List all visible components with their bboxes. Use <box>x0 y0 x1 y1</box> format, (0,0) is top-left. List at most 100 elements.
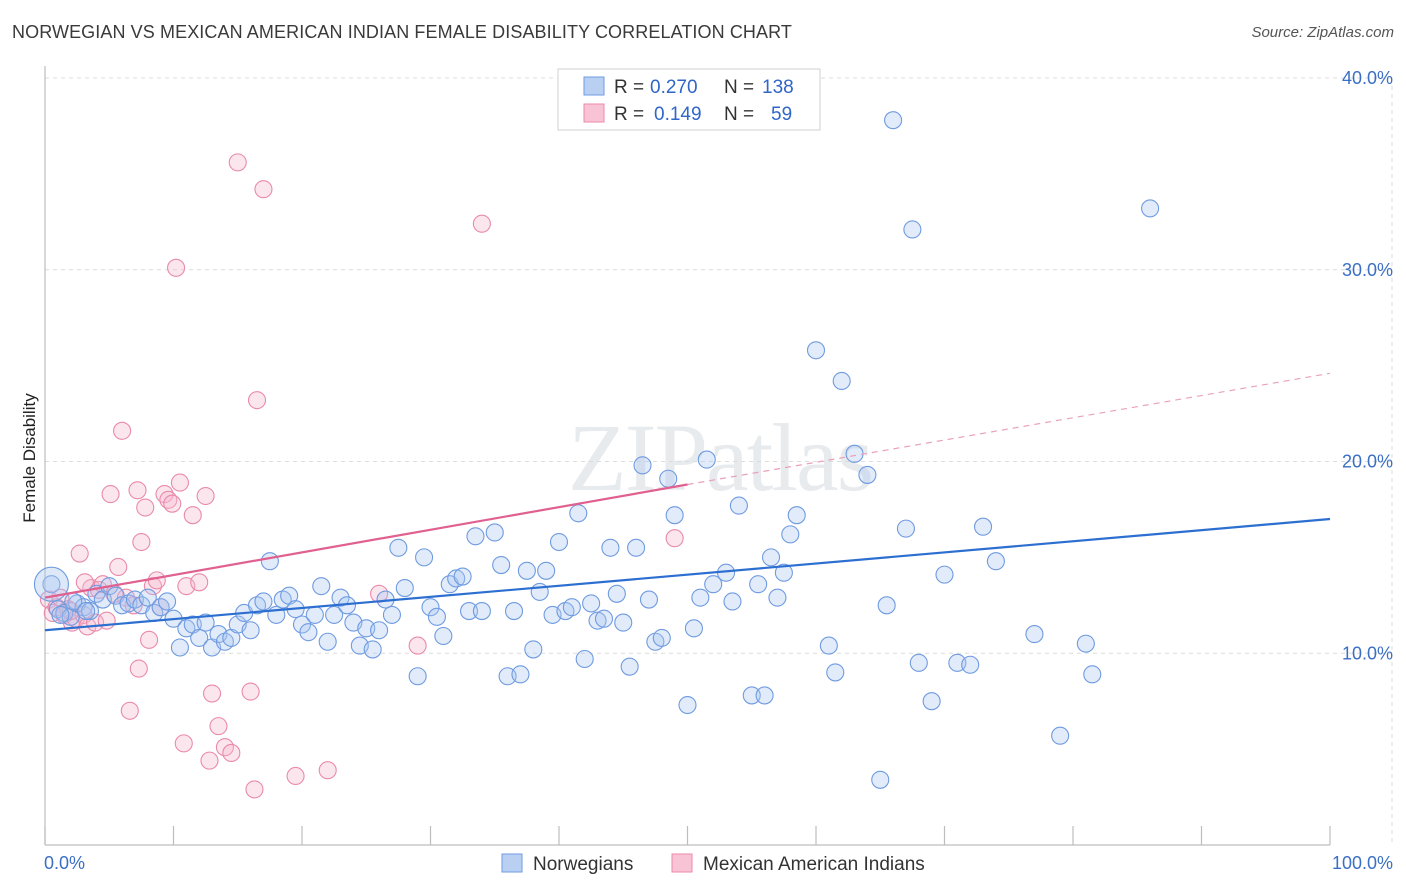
data-point-mexican-american-indians <box>247 391 267 410</box>
data-point-mexican-american-indians <box>209 717 228 736</box>
data-point-mexican-american-indians <box>129 659 148 678</box>
bottom-legend-label-mexican-american-indians: Mexican American Indians <box>703 854 925 875</box>
data-point-norwegians <box>575 649 594 669</box>
data-point-norwegians <box>305 605 324 624</box>
axes <box>44 66 1331 846</box>
data-point-mexican-american-indians <box>286 766 305 786</box>
data-point-norwegians <box>485 523 504 542</box>
data-point-mexican-american-indians <box>132 532 151 552</box>
data-point-mexican-american-indians <box>113 421 132 440</box>
trendline-mexican-american-indians <box>44 483 688 599</box>
data-point-mexican-american-indians <box>147 571 166 590</box>
data-point-norwegians <box>1083 665 1102 684</box>
data-point-norwegians <box>684 619 703 638</box>
data-point-norwegians <box>299 623 318 642</box>
data-point-norwegians <box>158 592 177 611</box>
data-point-norwegians <box>312 577 331 596</box>
data-point-mexican-american-indians <box>222 743 241 763</box>
data-point-norwegians <box>652 628 671 647</box>
data-point-norwegians <box>459 602 479 621</box>
data-point-norwegians <box>421 598 440 617</box>
data-point-norwegians <box>588 611 607 630</box>
data-point-norwegians <box>774 563 793 582</box>
data-point-norwegians <box>909 653 928 672</box>
data-point-mexican-american-indians <box>70 544 89 563</box>
data-point-norwegians <box>190 628 209 647</box>
data-point-norwegians <box>562 598 581 617</box>
data-point-norwegians <box>569 504 588 523</box>
data-point-norwegians <box>845 444 864 463</box>
data-point-norwegians <box>1025 625 1044 644</box>
data-point-norwegians <box>1051 726 1070 745</box>
data-point-norwegians <box>903 220 922 239</box>
data-point-norwegians <box>639 590 659 609</box>
data-point-norwegians <box>42 575 61 594</box>
data-point-norwegians <box>582 594 601 613</box>
data-point-norwegians <box>196 613 215 632</box>
data-point-norwegians <box>819 636 838 655</box>
data-point-norwegians <box>922 692 941 711</box>
legend-swatch-norwegians <box>583 76 605 96</box>
data-point-norwegians <box>1076 634 1095 653</box>
data-point-mexican-american-indians <box>190 573 209 592</box>
data-point-norwegians <box>434 626 453 646</box>
data-point-norwegians <box>524 640 543 659</box>
y-tick-label: 20.0% <box>1342 452 1393 472</box>
data-point-mexican-american-indians <box>109 557 128 577</box>
data-point-norwegians <box>601 538 620 557</box>
data-point-norwegians <box>504 602 524 621</box>
legend-r-label: R = <box>614 77 644 98</box>
data-point-norwegians <box>896 519 916 538</box>
data-point-norwegians <box>781 525 800 544</box>
data-point-norwegians <box>884 111 903 130</box>
data-point-mexican-american-indians <box>101 485 120 504</box>
data-point-norwegians <box>363 640 382 659</box>
data-point-norwegians <box>614 613 633 632</box>
legend-n-value: 138 <box>762 77 794 98</box>
data-point-norwegians <box>80 602 100 621</box>
data-point-mexican-american-indians <box>196 486 215 506</box>
data-point-norwegians <box>492 555 511 575</box>
data-point-norwegians <box>517 561 536 580</box>
data-point-norwegians <box>170 638 189 657</box>
data-point-norwegians <box>260 552 279 571</box>
legend-r-label: R = <box>614 104 644 125</box>
chart-title: NORWEGIAN VS MEXICAN AMERICAN INDIAN FEM… <box>12 22 793 42</box>
data-point-norwegians <box>620 657 639 676</box>
data-point-norwegians-cluster <box>33 566 69 602</box>
data-point-norwegians <box>594 609 614 628</box>
data-point-norwegians <box>318 632 337 651</box>
data-point-norwegians <box>665 506 684 525</box>
data-point-norwegians <box>961 655 980 674</box>
data-point-norwegians <box>704 575 723 594</box>
y-tick-label: 40.0% <box>1342 68 1393 88</box>
x-tick-label: 100.0% <box>1332 853 1393 873</box>
data-point-norwegians <box>395 579 414 598</box>
data-point-norwegians <box>742 686 761 705</box>
data-point-norwegians <box>787 506 806 525</box>
source-credit: Source: ZipAtlas.com <box>1251 24 1394 41</box>
data-point-norwegians <box>389 538 408 557</box>
data-point-norwegians <box>691 588 710 607</box>
data-point-norwegians <box>755 686 774 705</box>
data-point-norwegians <box>427 607 446 626</box>
data-point-norwegians <box>1141 199 1160 218</box>
legend-r-value: 0.270 <box>650 77 698 98</box>
data-point-norwegians <box>935 565 954 584</box>
data-point-norwegians <box>549 532 569 552</box>
data-point-mexican-american-indians <box>170 473 189 492</box>
data-point-norwegians <box>466 527 485 546</box>
data-point-mexican-american-indians <box>318 761 337 780</box>
data-point-mexican-american-indians <box>97 611 116 630</box>
data-point-norwegians <box>729 496 748 515</box>
data-point-norwegians <box>723 592 742 611</box>
data-point-mexican-american-indians <box>200 751 219 770</box>
legend-swatch-mexican-american-indians <box>583 103 605 123</box>
data-point-norwegians <box>697 450 716 469</box>
data-point-norwegians <box>292 615 312 634</box>
data-point-mexican-american-indians <box>228 153 247 172</box>
data-point-mexican-american-indians <box>203 684 222 703</box>
bottom-legend-label-norwegians: Norwegians <box>533 854 633 875</box>
data-point-mexican-american-indians <box>183 506 202 525</box>
